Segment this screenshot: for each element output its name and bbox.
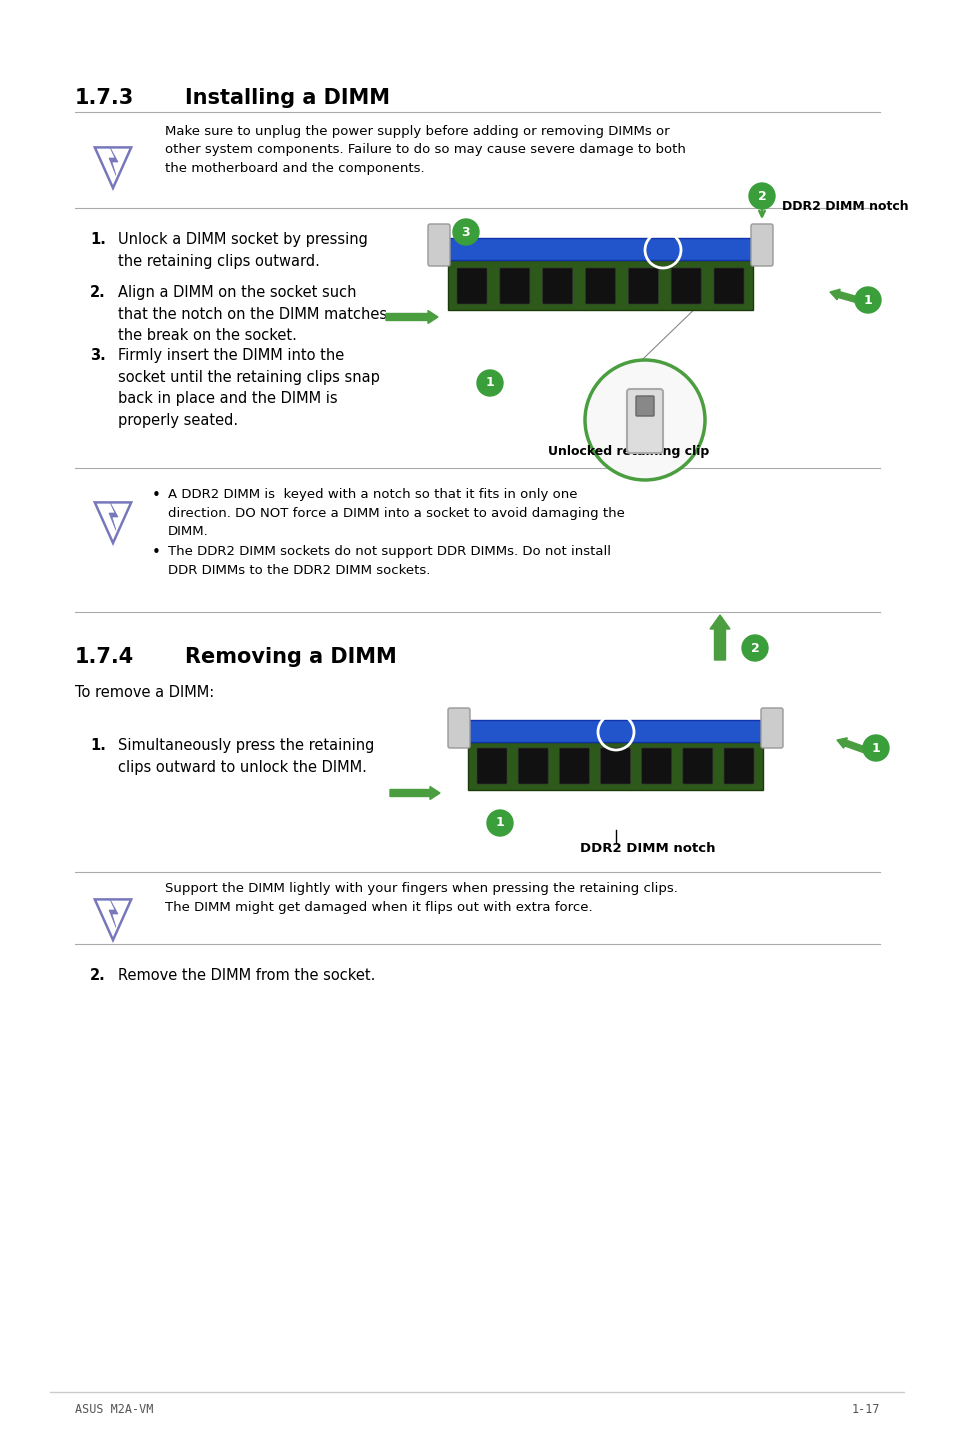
FancyBboxPatch shape bbox=[558, 748, 589, 784]
FancyBboxPatch shape bbox=[636, 395, 654, 416]
Circle shape bbox=[584, 360, 704, 480]
Text: •: • bbox=[152, 545, 161, 559]
Text: Make sure to unplug the power supply before adding or removing DIMMs or
other sy: Make sure to unplug the power supply bef… bbox=[165, 125, 685, 175]
FancyBboxPatch shape bbox=[599, 748, 630, 784]
Text: 3: 3 bbox=[461, 226, 470, 239]
Text: 2.: 2. bbox=[90, 285, 106, 301]
FancyBboxPatch shape bbox=[585, 267, 615, 303]
Polygon shape bbox=[109, 502, 118, 531]
FancyBboxPatch shape bbox=[499, 267, 529, 303]
Text: 2.: 2. bbox=[90, 968, 106, 984]
Text: To remove a DIMM:: To remove a DIMM: bbox=[75, 684, 214, 700]
FancyBboxPatch shape bbox=[448, 707, 470, 748]
FancyBboxPatch shape bbox=[517, 748, 548, 784]
FancyBboxPatch shape bbox=[628, 267, 658, 303]
Polygon shape bbox=[448, 260, 752, 311]
FancyBboxPatch shape bbox=[641, 748, 671, 784]
FancyArrow shape bbox=[709, 615, 729, 660]
FancyBboxPatch shape bbox=[760, 707, 782, 748]
Circle shape bbox=[862, 735, 888, 761]
Text: 1.: 1. bbox=[90, 738, 106, 754]
FancyArrow shape bbox=[836, 738, 865, 754]
Text: Remove the DIMM from the socket.: Remove the DIMM from the socket. bbox=[118, 968, 375, 984]
Circle shape bbox=[854, 288, 880, 313]
Text: Installing a DIMM: Installing a DIMM bbox=[185, 88, 390, 108]
Text: 1-17: 1-17 bbox=[851, 1403, 879, 1416]
Text: The DDR2 DIMM sockets do not support DDR DIMMs. Do not install
DDR DIMMs to the : The DDR2 DIMM sockets do not support DDR… bbox=[168, 545, 610, 577]
Polygon shape bbox=[462, 720, 767, 742]
Text: 2: 2 bbox=[750, 641, 759, 654]
Polygon shape bbox=[442, 239, 758, 260]
Text: •: • bbox=[152, 487, 161, 503]
Text: 3.: 3. bbox=[90, 348, 106, 362]
FancyBboxPatch shape bbox=[723, 748, 753, 784]
Text: 2: 2 bbox=[757, 190, 765, 203]
FancyArrow shape bbox=[386, 311, 437, 324]
Circle shape bbox=[741, 636, 767, 661]
Text: Support the DIMM lightly with your fingers when pressing the retaining clips.
Th: Support the DIMM lightly with your finge… bbox=[165, 881, 678, 913]
FancyBboxPatch shape bbox=[682, 748, 712, 784]
Text: 1: 1 bbox=[871, 742, 880, 755]
Circle shape bbox=[748, 183, 774, 209]
Text: Unlocked retaining clip: Unlocked retaining clip bbox=[547, 444, 708, 457]
Text: DDR2 DIMM notch: DDR2 DIMM notch bbox=[579, 843, 715, 856]
Circle shape bbox=[453, 219, 478, 244]
FancyArrow shape bbox=[829, 289, 858, 303]
FancyBboxPatch shape bbox=[428, 224, 450, 266]
Polygon shape bbox=[468, 742, 762, 789]
Text: 1: 1 bbox=[485, 377, 494, 390]
Text: Simultaneously press the retaining
clips outward to unlock the DIMM.: Simultaneously press the retaining clips… bbox=[118, 738, 374, 775]
FancyBboxPatch shape bbox=[671, 267, 700, 303]
Text: Firmly insert the DIMM into the
socket until the retaining clips snap
back in pl: Firmly insert the DIMM into the socket u… bbox=[118, 348, 379, 427]
Text: 1: 1 bbox=[496, 817, 504, 830]
Circle shape bbox=[486, 810, 513, 835]
Text: DDR2 DIMM notch: DDR2 DIMM notch bbox=[781, 200, 907, 213]
Text: Removing a DIMM: Removing a DIMM bbox=[185, 647, 396, 667]
Polygon shape bbox=[109, 899, 118, 928]
Text: Unlock a DIMM socket by pressing
the retaining clips outward.: Unlock a DIMM socket by pressing the ret… bbox=[118, 232, 368, 269]
Text: Align a DIMM on the socket such
that the notch on the DIMM matches
the break on : Align a DIMM on the socket such that the… bbox=[118, 285, 387, 344]
Text: 1.7.4: 1.7.4 bbox=[75, 647, 134, 667]
Text: 1.: 1. bbox=[90, 232, 106, 247]
FancyBboxPatch shape bbox=[750, 224, 772, 266]
FancyBboxPatch shape bbox=[542, 267, 572, 303]
FancyBboxPatch shape bbox=[476, 748, 506, 784]
FancyBboxPatch shape bbox=[626, 390, 662, 453]
FancyBboxPatch shape bbox=[713, 267, 743, 303]
Text: 1: 1 bbox=[862, 293, 871, 306]
Polygon shape bbox=[109, 148, 118, 175]
FancyBboxPatch shape bbox=[456, 267, 486, 303]
FancyArrow shape bbox=[390, 787, 439, 800]
Text: A DDR2 DIMM is  keyed with a notch so that it fits in only one
direction. DO NOT: A DDR2 DIMM is keyed with a notch so tha… bbox=[168, 487, 624, 538]
Text: 1.7.3: 1.7.3 bbox=[75, 88, 134, 108]
Text: ASUS M2A-VM: ASUS M2A-VM bbox=[75, 1403, 153, 1416]
Circle shape bbox=[476, 370, 502, 395]
